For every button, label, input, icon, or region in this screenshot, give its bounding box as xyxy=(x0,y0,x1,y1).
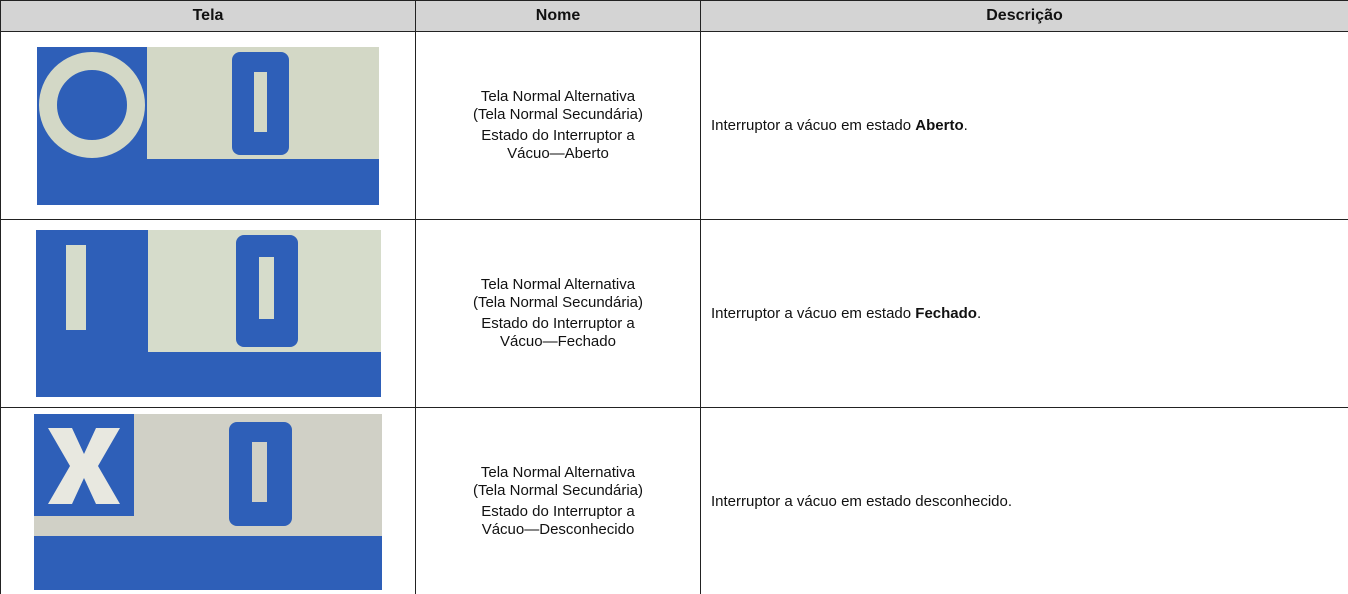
name-line: Estado do Interruptor a Vácuo—Desconheci… xyxy=(481,503,635,538)
name-line: Tela Normal Alternativa xyxy=(480,464,636,481)
name-line: Estado do Interruptor a Vácuo—Aberto xyxy=(481,127,635,162)
name-cell: Tela Normal Alternativa (Tela Normal Secu… xyxy=(415,219,701,408)
header-cell: Tela xyxy=(0,0,416,32)
screen-cell xyxy=(0,407,416,594)
description-cell: Interruptor a vácuo em estado desconheci… xyxy=(700,407,1348,594)
name-line: (Tela Normal Secundária) xyxy=(472,294,644,311)
table-row: Tela Normal Alternativa (Tela Normal Secu… xyxy=(0,31,1348,220)
header-row: Tela Nome Descrição xyxy=(0,0,1348,32)
description-text: Interruptor a vácuo em estado xyxy=(711,305,916,322)
description-state: Aberto xyxy=(915,117,964,134)
name-line: Estado do Interruptor a Vácuo—Fechado xyxy=(481,315,635,350)
screen-cell xyxy=(0,219,416,408)
name-line: (Tela Normal Secundária) xyxy=(472,106,644,123)
description-state: Fechado xyxy=(915,305,977,322)
screen-cell xyxy=(0,31,416,220)
description-text: Interruptor a vácuo em estado xyxy=(711,117,916,134)
name-line: (Tela Normal Secundária) xyxy=(472,482,644,499)
table-row: Tela Normal Alternativa (Tela Normal Secu… xyxy=(0,219,1348,408)
description-cell: Interruptor a vácuo em estado Fechado. xyxy=(700,219,1348,408)
description-cell: Interruptor a vácuo em estado Aberto. xyxy=(700,31,1348,220)
description-end: . xyxy=(976,305,982,322)
screen-image xyxy=(37,46,379,205)
screen-image xyxy=(34,413,382,590)
name-cell: Tela Normal Alternativa (Tela Normal Secu… xyxy=(415,407,701,594)
description-text: Interruptor a vácuo em estado desconheci… xyxy=(711,493,1013,510)
table-row: Tela Normal Alternativa (Tela Normal Secu… xyxy=(0,407,1348,594)
name-line: Tela Normal Alternativa xyxy=(480,88,636,105)
header-cell: Nome xyxy=(415,0,701,32)
name-cell: Tela Normal Alternativa (Tela Normal Secu… xyxy=(415,31,701,220)
table-body: Tela Normal Alternativa (Tela Normal Secu… xyxy=(0,31,1348,594)
description-end: . xyxy=(963,117,968,134)
screen-image xyxy=(35,230,381,397)
header-cell: Descrição xyxy=(700,0,1348,32)
name-line: Tela Normal Alternativa xyxy=(480,276,636,293)
